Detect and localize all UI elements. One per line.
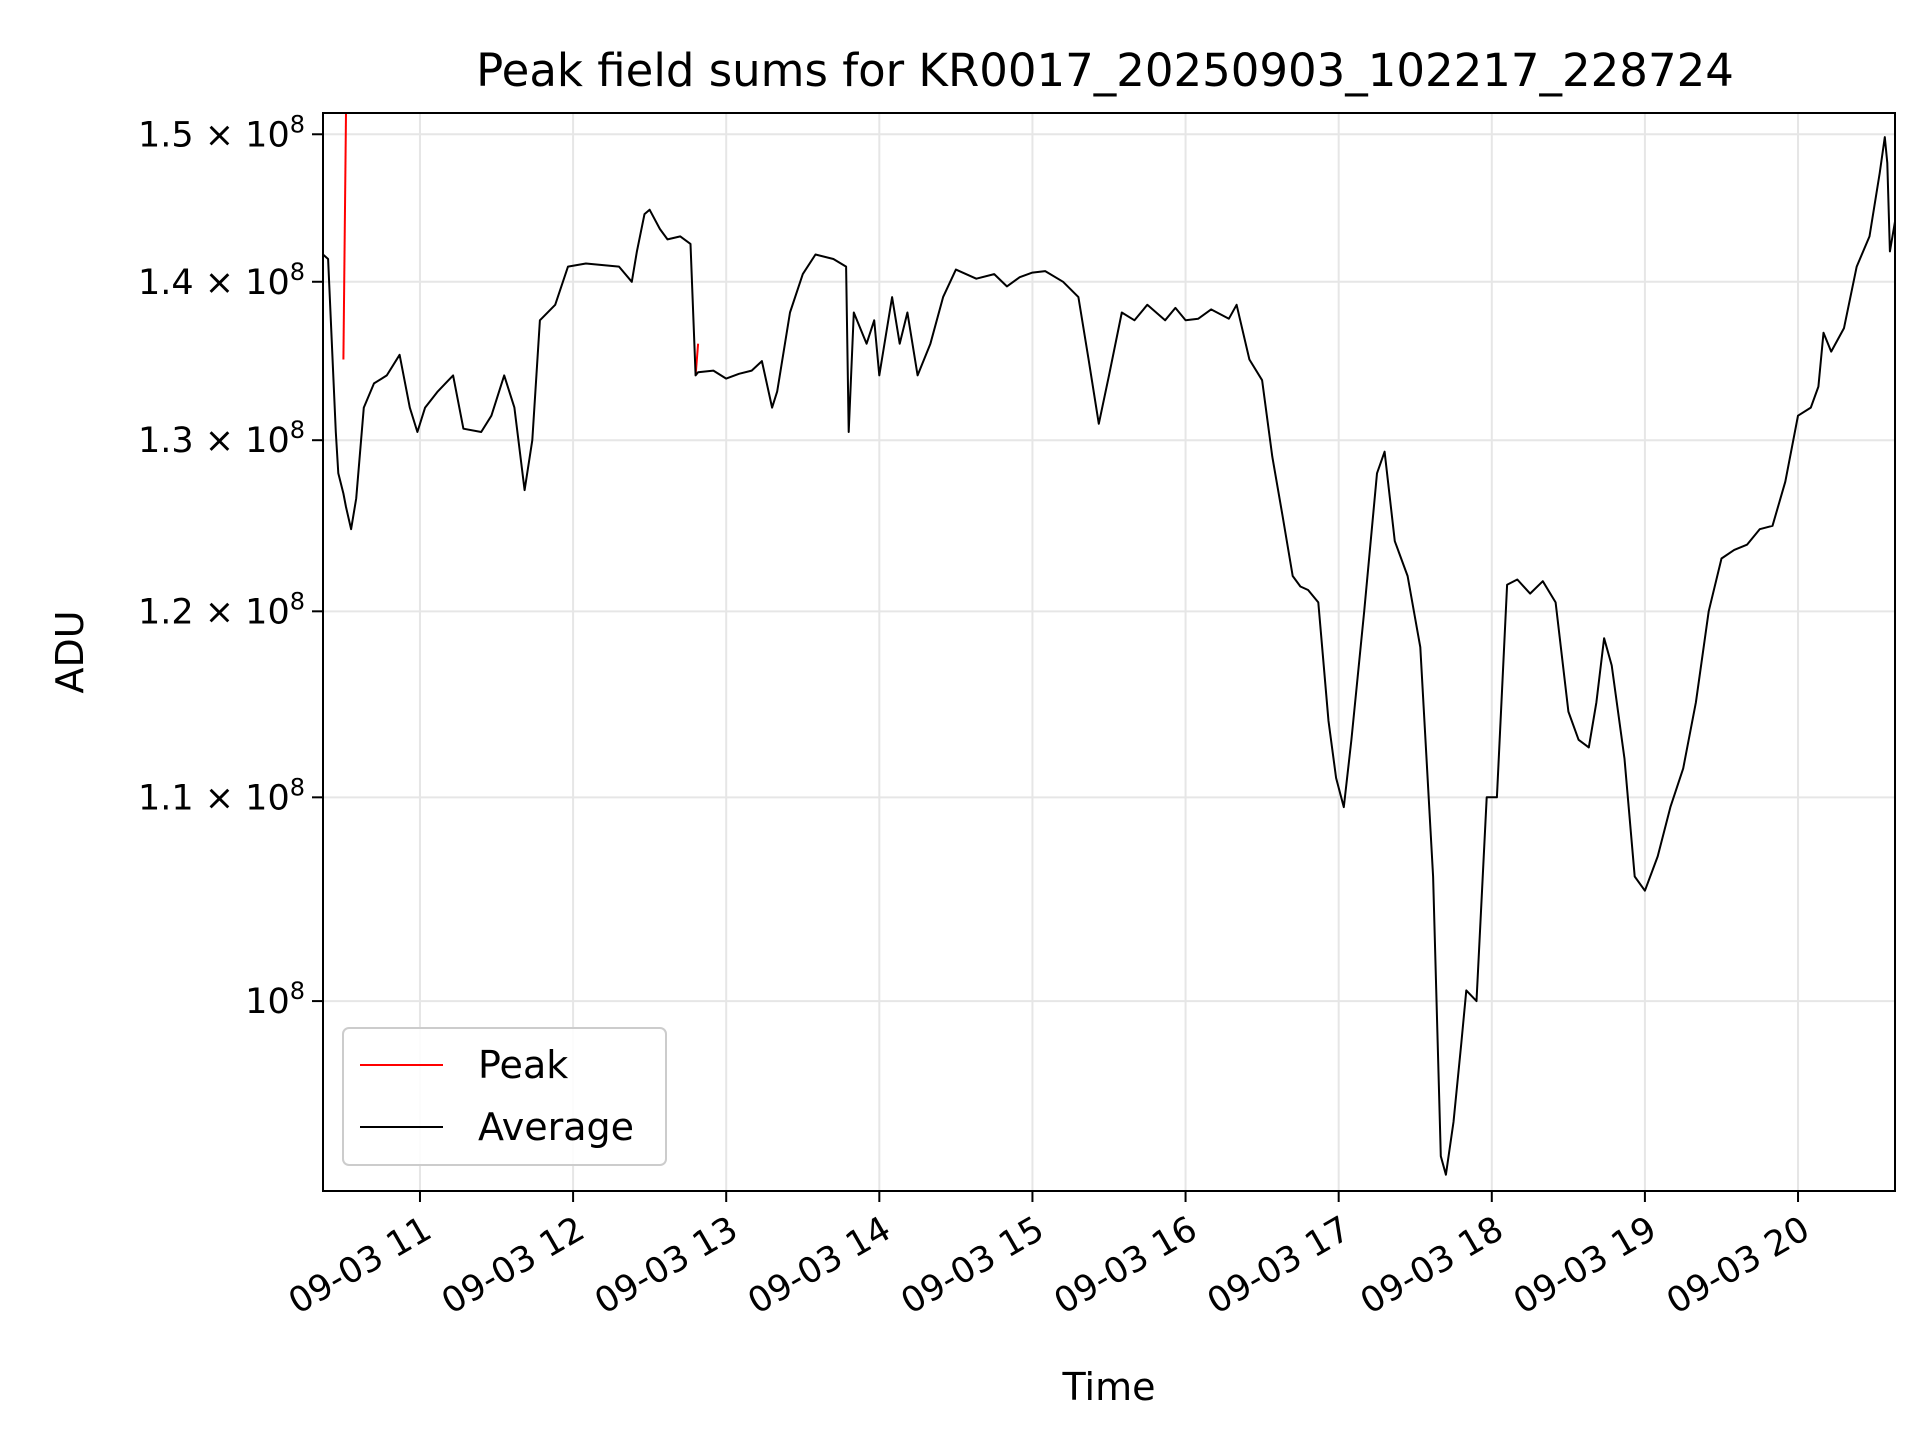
legend-box	[342, 1027, 667, 1166]
y-tick-label-1: 1.1 × 108	[138, 773, 305, 818]
legend: Peak Average	[342, 1027, 667, 1166]
series-average-line	[322, 136, 1896, 1176]
y-tick-label-0: 108	[245, 977, 305, 1022]
series-peak-spike-0	[342, 112, 347, 360]
y-tick-label-5: 1.5 × 108	[138, 110, 305, 155]
grid	[323, 113, 1895, 1191]
series-layer	[322, 112, 1896, 1176]
y-tick-label-2: 1.2 × 108	[138, 587, 305, 632]
legend-label-0: Peak	[478, 1043, 568, 1087]
plot-frame	[322, 112, 1896, 1192]
y-axis: 108 1.1 × 108 1.2 × 108 1.3 × 108 1.4 × 108 1…	[138, 110, 323, 1022]
legend-label-1: Average	[478, 1105, 634, 1149]
x-axis-title: Time	[1062, 1365, 1156, 1409]
y-axis-title: ADU	[48, 610, 92, 693]
y-tick-label-4: 1.4 × 108	[138, 258, 305, 303]
chart-title: Peak field sums for KR0017_20250903_1022…	[476, 44, 1734, 97]
y-tick-label-3: 1.3 × 108	[138, 416, 305, 461]
